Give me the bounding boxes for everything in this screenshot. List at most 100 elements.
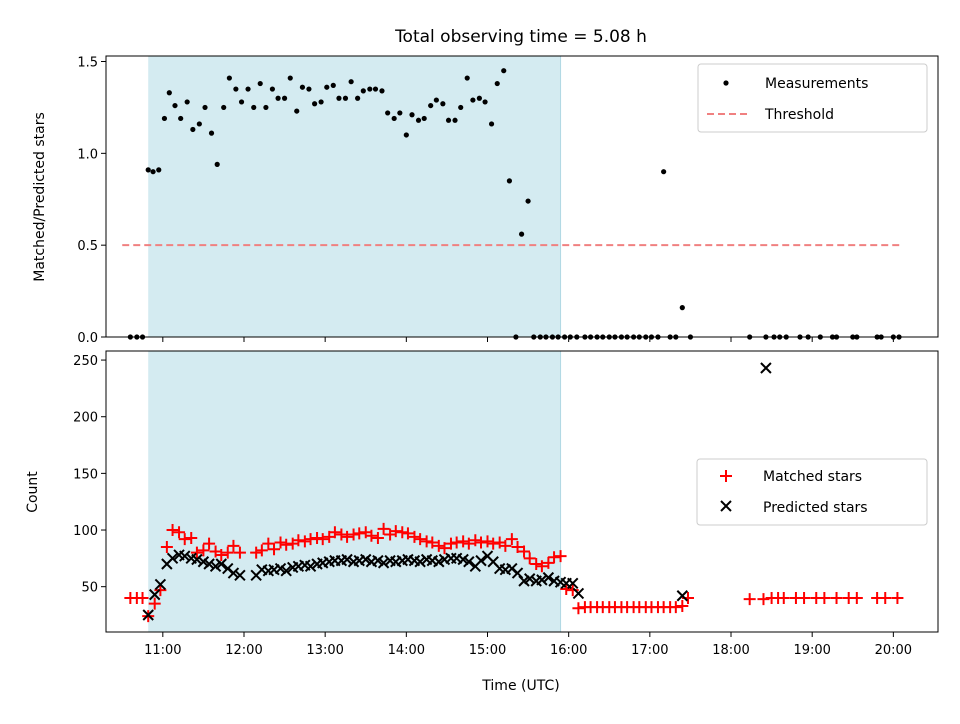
measurement-point [202,104,208,111]
matched-star-point [505,533,518,546]
x-tick-label: 15:00 [469,643,506,658]
bottom-x-ticks: 11:00 12:00 13:00 14:00 15:00 16:00 17:00 18:00… [144,632,912,658]
matched-star-point [185,531,198,544]
matched-star-point [420,535,433,548]
predicted-star-point [179,550,191,562]
measurement-point [518,231,525,237]
matched-star-point [757,593,770,606]
y-tick-label: 150 [73,467,98,482]
measurement-point [385,110,391,116]
measurement-point [263,104,269,111]
matched-star-point [262,537,275,550]
measurement-point [452,117,458,123]
measurement-point [312,101,318,107]
measurement-point [372,86,379,92]
bottom-legend: Matched stars Predicted stars [696,458,928,526]
measurement-point [294,108,300,114]
predicted-star-point [760,362,772,374]
measurement-point [178,115,184,122]
matched-star-point [676,599,689,612]
matched-star-point [304,533,317,546]
top-shaded-interval [148,56,561,337]
measurement-point [506,178,513,184]
predicted-star-point [191,553,203,566]
matched-star-point [798,592,811,605]
matched-star-point [523,552,536,565]
matched-star-point [743,593,756,606]
x-tick-label: 13:00 [306,643,343,658]
measurement-point [367,86,373,92]
measurement-point [679,305,685,311]
predicted-star-point [377,557,390,569]
matched-star-point [280,538,293,551]
measurement-point [470,97,476,103]
measurement-point [190,126,196,133]
measurement-point [379,88,385,94]
matched-star-point [438,542,451,555]
x-axis-label: Time (UTC) [481,678,559,694]
predicted-star-point [154,578,167,591]
matched-star-point [566,584,579,597]
y-tick-label: 250 [73,354,98,369]
x-tick-label: 11:00 [144,643,181,658]
matched-star-point [250,546,263,559]
matched-star-point [560,582,573,595]
matched-star-point [154,584,167,597]
y-tick-label: 100 [73,524,98,539]
measurement-point [257,80,263,87]
matched-star-point [457,535,470,548]
top-axes-frame [105,55,939,338]
bottom-shaded-interval [148,351,561,632]
predicted-star-point [148,588,161,601]
predicted-star-point [572,587,585,600]
matched-star-point [891,592,904,605]
matched-star-point [178,533,191,546]
measurement-point [397,110,403,116]
matched-star-point [160,541,173,554]
measurement-point [440,101,446,107]
predicted-star-point [341,553,353,566]
x-tick-label: 16:00 [550,643,587,658]
predicted-star-point [227,567,240,579]
predicted-star-point [414,556,426,568]
predicted-star-point [203,558,215,570]
matched-star-point [426,536,439,549]
measurement-point [330,82,336,88]
bottom-axes-frame [105,350,939,633]
matched-star-point [777,592,790,605]
matched-star-point [530,558,543,571]
matched-star-point [365,529,378,542]
legend-matched-label: Matched stars [763,469,862,485]
matched-star-point [148,597,161,610]
matched-star-point [274,536,287,549]
top-legend-box [697,63,928,133]
measurement-point [421,115,427,122]
predicted-star-point [676,590,689,602]
measurement-point [156,167,162,173]
predicted-star-point [542,571,555,584]
y-tick-label: 1.5 [77,56,98,71]
predicted-star-point [280,565,292,577]
matched-star-point [408,530,421,543]
predicted-star-point [234,569,246,582]
matched-star-point [554,550,567,563]
measurement-point [145,167,151,173]
matched-star-point [268,543,281,556]
matched-star-point [371,531,384,544]
measurement-point [476,95,482,101]
measurement-point [214,161,220,167]
measurement-point [287,75,293,81]
measurement-point [275,95,281,101]
matched-star-point [233,546,246,559]
measurement-point [245,86,251,92]
matched-star-point [353,527,366,540]
measurement-point [184,99,190,105]
matched-star-point [203,537,216,550]
y-tick-label: 1.0 [77,147,98,162]
measurement-point [433,97,439,103]
matched-star-point [311,531,324,544]
measurement-point [360,88,366,94]
bottom-y-axis-label: Count [25,471,41,513]
x-tick-label: 19:00 [793,643,830,658]
